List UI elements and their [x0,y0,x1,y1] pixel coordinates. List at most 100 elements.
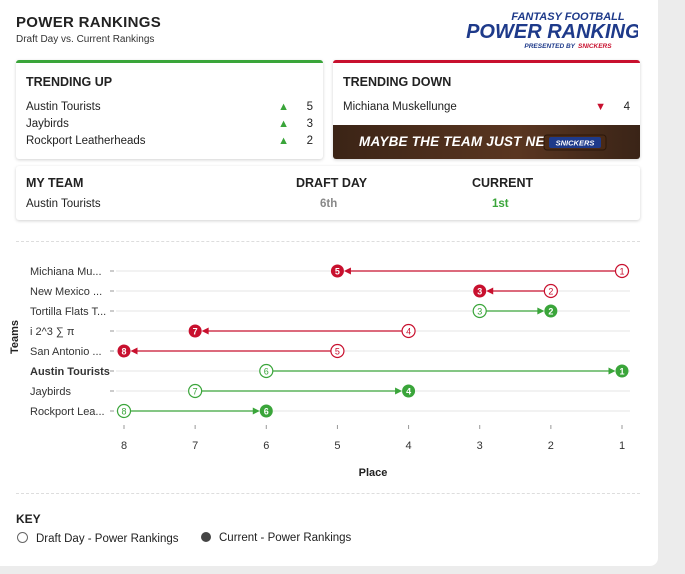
current-rank-label: 7 [193,326,198,336]
open-circle-icon [17,532,28,543]
x-tick-label: 2 [548,440,554,452]
current-rank-marker[interactable] [473,284,487,298]
current-rank-marker[interactable] [117,344,131,358]
current-rank-marker[interactable] [544,304,558,318]
trend-change: 3 [306,118,313,130]
x-tick-label: 1 [619,440,625,452]
trend-change: 4 [623,101,630,113]
arrowhead-icon [608,367,616,375]
key-current-label: Current - Power Rankings [219,532,352,544]
draft-rank-label: 6 [264,366,269,376]
trend-up-icon: ▲ [278,135,289,147]
draft-rank-marker[interactable] [188,383,203,399]
draft-rank-label: 8 [121,406,126,416]
x-tick-label: 4 [406,440,412,452]
trending-up-row: Rockport Leatherheads ▲ 2 [26,135,313,151]
power-rankings-page: POWER RANKINGS Draft Day vs. Current Ran… [0,0,658,566]
draft-rank-marker[interactable] [259,363,274,379]
draft-rank-marker[interactable] [401,323,416,339]
draft-rank-label: 4 [406,326,411,336]
rankings-dumbbell-chart: Teams Place Michiana Mu... 1 5 New Mexico .… [9,263,630,479]
logo-line3: PRESENTED BY SNICKERS [524,43,612,50]
trend-change: 5 [306,101,313,113]
current-rank-label: 3 [477,286,482,296]
team-axis-label: San Antonio ... [30,346,102,358]
y-axis-label: Teams [9,320,21,354]
snickers-bar-icon: SNICKERS [543,134,607,151]
team-name: Michiana Muskellunge [343,101,457,113]
banner-brand: SNICKERS [556,139,595,148]
arrowhead-icon [201,327,209,335]
current-rank-marker[interactable] [188,324,202,338]
team-axis-label: Michiana Mu... [30,266,102,278]
key-title: KEY [16,512,41,526]
filled-circle-icon [201,532,211,542]
trending-down-row: Michiana Muskellunge ▼ 4 [343,101,630,117]
draft-rank-label: 1 [619,266,624,276]
x-tick-label: 5 [334,440,340,452]
page-subtitle: Draft Day vs. Current Rankings [16,34,155,45]
draft-rank-marker[interactable] [614,263,630,279]
trend-up-icon: ▲ [278,101,289,113]
trend-change: 2 [306,135,313,147]
current-rank-label: 6 [264,406,269,416]
my-team-card: MY TEAM DRAFT DAY CURRENT Austin Tourist… [16,166,640,220]
logo-line1: FANTASY FOOTBALL [511,11,625,23]
trending-up-row: Austin Tourists ▲ 5 [26,101,313,117]
section-divider [16,241,640,242]
team-axis-label: Jaybirds [30,386,71,398]
draft-rank-label: 2 [548,286,553,296]
trending-up-card: TRENDING UP Austin Tourists ▲ 5 Jaybirds… [16,60,323,159]
team-axis-label: Tortilla Flats T... [30,306,106,318]
trending-up-row: Jaybirds ▲ 3 [26,118,313,134]
current-rank-marker[interactable] [615,364,629,378]
x-tick-label: 6 [263,440,269,452]
current-rank-label: 2 [548,306,553,316]
x-axis-label: Place [359,467,388,479]
section-divider [16,493,640,494]
my-team-label: MY TEAM [26,176,84,190]
fantasy-football-logo: FANTASY FOOTBALL POWER RANKINGS PRESENTE… [466,11,638,50]
arrowhead-icon [130,347,138,355]
current-rank-marker[interactable] [402,384,416,398]
team-axis-label: Austin Tourists [30,366,110,378]
trend-up-icon: ▲ [278,118,289,130]
draft-rank-label: 3 [477,306,482,316]
current-rank-label: 8 [121,346,126,356]
key-draft-day: Draft Day - Power Rankings [17,532,179,545]
scrollbar-track[interactable] [658,0,685,574]
trending-up-title: TRENDING UP [26,75,113,89]
draft-rank-marker[interactable] [472,303,487,319]
current-rank: 1st [492,198,509,210]
key-draft-label: Draft Day - Power Rankings [36,533,179,545]
current-rank-marker[interactable] [259,404,273,418]
draft-day-label: DRAFT DAY [296,176,368,190]
current-rank-marker[interactable] [330,264,344,278]
trending-down-title: TRENDING DOWN [343,75,452,89]
draft-day-rank: 6th [320,198,338,210]
banner-text: MAYBE THE TEAM JUST NEEDS A [359,134,587,149]
x-tick-label: 3 [477,440,483,452]
arrowhead-icon [343,267,351,275]
team-axis-label: i 2^3 ∑ π [30,326,75,338]
arrowhead-icon [252,407,260,415]
team-axis-label: Rockport Lea... [30,406,105,418]
arrowhead-icon [486,287,494,295]
trending-down-card: TRENDING DOWN Michiana Muskellunge ▼ 4 M… [333,60,640,159]
x-tick-label: 7 [192,440,198,452]
snickers-ad-banner[interactable]: MAYBE THE TEAM JUST NEEDS A SNICKERS [333,125,640,159]
x-tick-label: 8 [121,440,127,452]
key-current: Current - Power Rankings [201,532,351,544]
draft-rank-marker[interactable] [116,403,132,419]
current-rank-label: 5 [335,266,340,276]
draft-rank-label: 5 [335,346,340,356]
arrowhead-icon [537,307,545,315]
current-rank-label: 4 [406,386,411,396]
arrowhead-icon [395,387,403,395]
draft-rank-marker[interactable] [543,283,558,299]
draft-rank-marker[interactable] [330,343,345,359]
page-title: POWER RANKINGS [16,14,162,31]
trend-down-icon: ▼ [595,101,606,113]
team-axis-label: New Mexico ... [30,286,102,298]
team-name: Jaybirds [26,118,69,130]
